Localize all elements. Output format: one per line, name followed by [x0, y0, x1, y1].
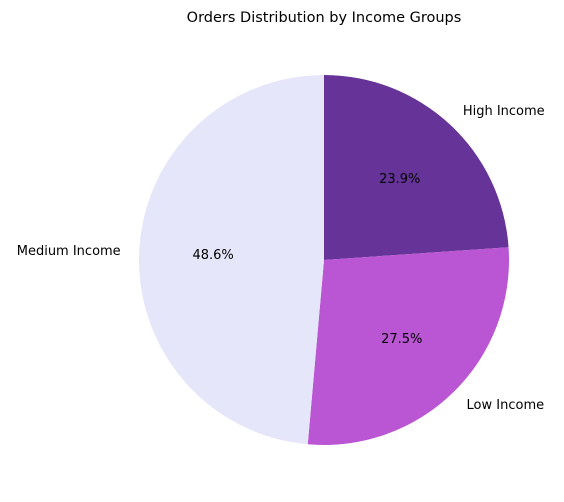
pct-label-low-income: 27.5%: [381, 332, 422, 347]
pct-label-medium-income: 48.6%: [192, 248, 233, 263]
slice-label-high-income: High Income: [463, 104, 545, 119]
pie-slice-low-income: [307, 247, 509, 445]
chart-title: Orders Distribution by Income Groups: [187, 10, 462, 26]
pie-slice-high-income: [324, 75, 509, 260]
slice-label-medium-income: Medium Income: [17, 244, 121, 259]
pct-label-high-income: 23.9%: [379, 172, 420, 187]
pie-labels: High Income 23.9% Low Income 27.5% Medium In…: [17, 104, 545, 413]
pie-slice-medium-income: [138, 75, 324, 445]
slice-label-low-income: Low Income: [467, 398, 545, 413]
pie-slices: [138, 75, 509, 445]
